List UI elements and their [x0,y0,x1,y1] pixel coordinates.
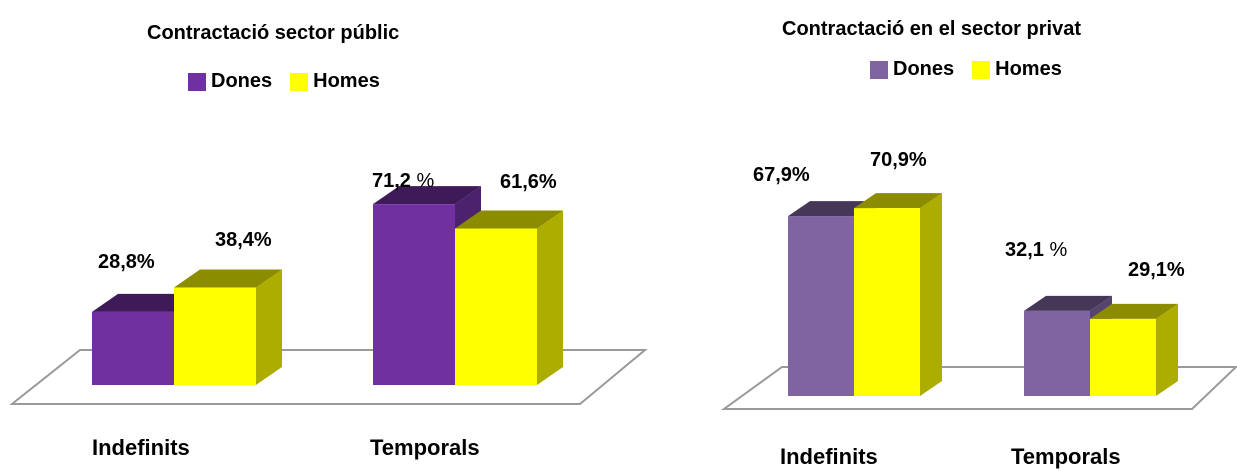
legend-label-homes: Homes [995,58,1062,80]
bar-front-face [1090,318,1156,396]
legend: Dones Homes [870,58,1080,81]
bar-top-face [92,293,200,312]
data-label: 70,9% [870,149,927,171]
bar-side-face [537,210,563,385]
data-label: 67,9% [753,164,810,186]
bar-top-face [373,186,481,205]
legend-item-dones: Dones [870,58,954,81]
legend-swatch-homes [972,60,991,79]
data-label: 71,2 % [372,170,434,192]
category-label: Indefinits [92,435,190,460]
chart-private-sector: Contractació en el sector privat Dones H… [700,0,1237,471]
bar-homes-temporals [1090,303,1178,396]
bar-homes-indefinits [854,193,942,396]
legend-label-dones: Dones [211,70,273,92]
legend-item-dones: Dones [188,70,272,93]
category-label: Temporals [1011,444,1121,469]
legend-item-homes: Homes [290,70,380,93]
chart-title: Contractació sector públic [147,22,400,44]
data-label: 28,8% [98,251,155,273]
bar-homes-indefinits [174,269,282,385]
bar-side-face [920,193,942,396]
bar-homes-temporals [455,210,563,385]
chart-public-sector: Contractació sector públic Dones Homes 2… [9,22,648,460]
legend-item-homes: Homes [972,58,1062,81]
legend-swatch-dones [188,72,206,91]
category-label: Temporals [370,435,480,460]
bar-side-face [256,269,282,385]
bar-front-face [174,287,256,385]
data-label: 29,1% [1128,259,1185,281]
bar-top-face [854,193,942,209]
legend-swatch-dones [870,60,888,79]
bar-front-face [1024,310,1090,396]
bar-front-face [854,208,920,396]
bar-front-face [373,204,455,385]
legend-swatch-homes [290,72,309,91]
legend-label-dones: Dones [893,58,955,80]
legend: Dones Homes [188,70,398,93]
chart-plot-area: 67,9% 70,9% Indefinits 32,1 % 29,1% Temporals [720,149,1237,469]
bar-top-face [1024,295,1112,311]
legend-label-homes: Homes [313,70,380,92]
bar-front-face [455,228,537,385]
chart-title: Contractació en el sector privat [782,18,1081,40]
data-label: 32,1 % [1005,239,1067,261]
bar-top-face [174,269,282,288]
category-label: Indefinits [780,444,878,469]
bar-top-face [1090,303,1178,319]
bar-front-face [788,216,854,396]
data-label: 38,4% [215,229,272,251]
data-label: 61,6% [500,171,557,193]
bar-front-face [92,311,174,385]
bar-top-face [455,210,563,229]
bar-side-face [1156,303,1178,396]
chart-plot-area: 28,8% 38,4% Indefinits 71,2 % 61,6% Temporals [9,170,648,460]
